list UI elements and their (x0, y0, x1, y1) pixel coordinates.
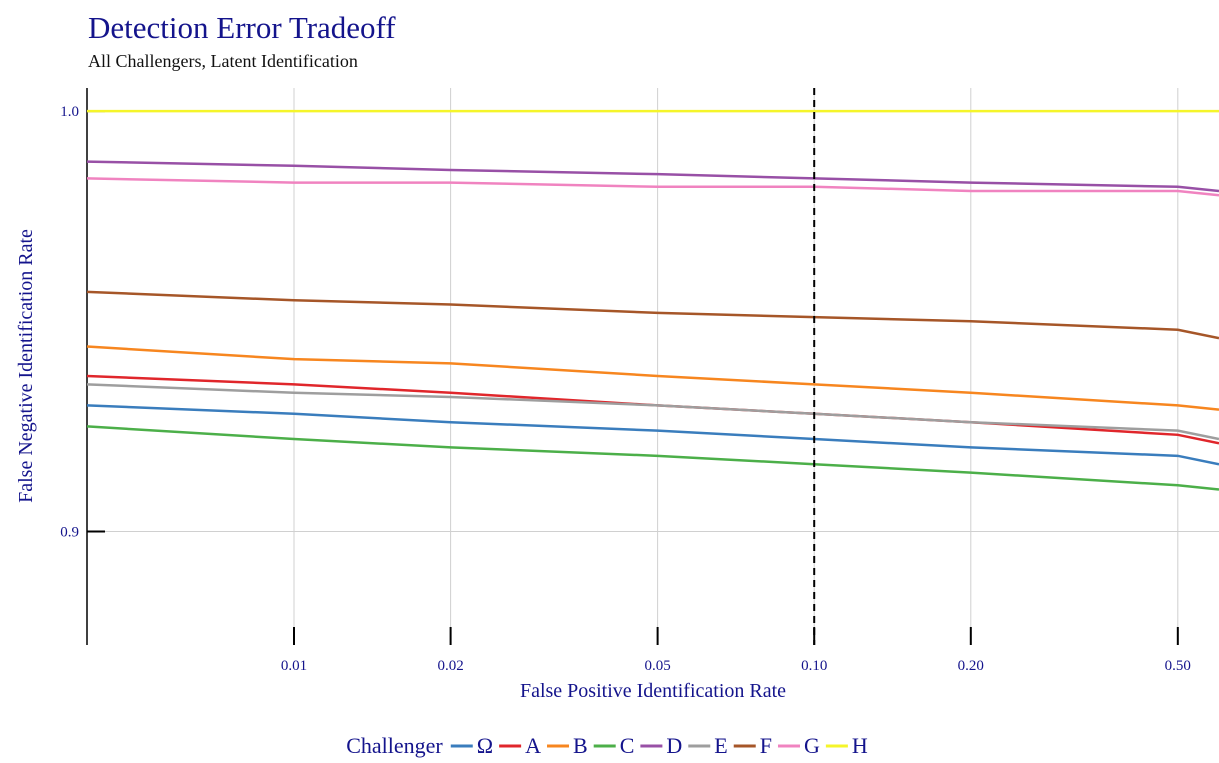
x-tick-label: 0.20 (958, 658, 984, 674)
x-tick-label: 0.50 (1165, 658, 1191, 674)
chart-title: Detection Error Tradeoff (88, 10, 396, 45)
series-line (86, 404, 1219, 466)
legend-label: C (620, 733, 635, 758)
legend-label: Ω (477, 733, 493, 758)
legend-label: F (760, 733, 772, 758)
y-tick-label: 0.9 (60, 524, 79, 540)
legend-label: G (804, 733, 820, 758)
legend-title: Challenger (346, 733, 443, 758)
x-tick-label: 0.10 (801, 658, 827, 674)
legend-label: E (714, 733, 727, 758)
series-line (86, 374, 1219, 445)
legend-label: B (573, 733, 588, 758)
y-axis-title: False Negative Identification Rate (15, 229, 37, 503)
series-line (86, 345, 1219, 411)
x-tick-label: 0.02 (437, 658, 463, 674)
series-line (86, 290, 1219, 340)
series-line (86, 383, 1219, 441)
x-tick-label: 0.05 (644, 658, 670, 674)
legend-label: A (525, 733, 541, 758)
series-line (86, 177, 1219, 197)
y-tick-label: 1.0 (60, 104, 79, 120)
legend-label: H (852, 733, 868, 758)
x-tick-label: 0.01 (281, 658, 307, 674)
series-line (86, 425, 1219, 491)
chart-subtitle: All Challengers, Latent Identification (88, 51, 358, 71)
legend: Challenger Ω A B C D E F G H (346, 733, 868, 758)
legend-label: D (666, 733, 682, 758)
x-axis-title: False Positive Identification Rate (520, 680, 786, 702)
series-line (86, 160, 1219, 193)
